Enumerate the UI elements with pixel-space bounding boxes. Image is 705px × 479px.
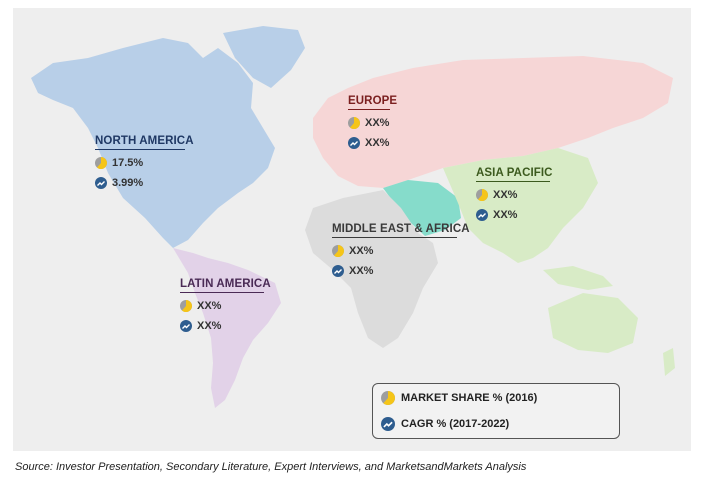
legend-cagr: CAGR % (2017-2022)	[381, 417, 509, 431]
latin-america-shape	[173, 248, 281, 408]
pie-icon	[381, 391, 395, 405]
cagr-row: XX%	[476, 208, 550, 222]
islands-shape	[543, 266, 613, 290]
market-share-value: XX%	[349, 245, 374, 257]
cagr-value: XX%	[197, 320, 222, 332]
region-asia-pacific: ASIA PACIFIC XX% XX%	[476, 167, 552, 222]
growth-arrow-icon	[348, 137, 360, 149]
source-note: Source: Investor Presentation, Secondary…	[15, 461, 527, 473]
market-share-value: XX%	[365, 117, 390, 129]
region-title: ASIA PACIFIC	[476, 167, 552, 182]
region-north-america: NORTH AMERICA 17.5% 3.99%	[95, 135, 194, 190]
region-title: MIDDLE EAST & AFRICA	[332, 223, 470, 238]
north-america-shape	[31, 38, 275, 248]
region-europe: EUROPE XX% XX%	[348, 95, 397, 150]
cagr-row: XX%	[332, 264, 457, 278]
cagr-value: XX%	[365, 137, 390, 149]
growth-arrow-icon	[95, 177, 107, 189]
africa-shape	[305, 190, 438, 348]
growth-arrow-icon	[180, 320, 192, 332]
region-latin-america: LATIN AMERICA XX% XX%	[180, 278, 271, 333]
cagr-value: 3.99%	[112, 177, 144, 189]
europe-shape	[313, 56, 673, 188]
asia-pacific-shape	[443, 148, 598, 263]
market-share-value: XX%	[197, 300, 222, 312]
region-title: LATIN AMERICA	[180, 278, 271, 293]
cagr-value: XX%	[493, 209, 518, 221]
region-title: NORTH AMERICA	[95, 135, 194, 150]
market-share-row: 17.5%	[95, 156, 185, 170]
legend-market-share-label: MARKET SHARE % (2016)	[401, 392, 538, 404]
market-share-row: XX%	[180, 299, 264, 313]
region-title: EUROPE	[348, 95, 397, 110]
pie-icon	[180, 300, 192, 312]
pie-icon	[476, 189, 488, 201]
growth-arrow-icon	[476, 209, 488, 221]
cagr-row: 3.99%	[95, 176, 185, 190]
cagr-row: XX%	[348, 136, 390, 150]
cagr-value: XX%	[349, 265, 374, 277]
market-share-value: 17.5%	[112, 157, 144, 169]
pie-icon	[332, 245, 344, 257]
market-share-row: XX%	[348, 116, 390, 130]
legend: MARKET SHARE % (2016) CAGR % (2017-2022)	[372, 383, 620, 439]
australia-shape	[548, 293, 638, 353]
growth-arrow-icon	[381, 417, 395, 431]
pie-icon	[95, 157, 107, 169]
market-share-value: XX%	[493, 189, 518, 201]
cagr-row: XX%	[180, 319, 264, 333]
greenland-shape	[223, 26, 305, 88]
legend-cagr-label: CAGR % (2017-2022)	[401, 418, 510, 430]
new-zealand-shape	[663, 348, 675, 376]
region-middle-east-africa: MIDDLE EAST & AFRICA XX% XX%	[332, 223, 470, 278]
map-frame	[13, 8, 691, 451]
market-share-row: XX%	[476, 188, 550, 202]
middle-east-shape	[383, 180, 461, 236]
legend-market-share: MARKET SHARE % (2016)	[381, 391, 537, 405]
growth-arrow-icon	[332, 265, 344, 277]
market-share-row: XX%	[332, 244, 457, 258]
pie-icon	[348, 117, 360, 129]
world-map	[31, 26, 675, 408]
